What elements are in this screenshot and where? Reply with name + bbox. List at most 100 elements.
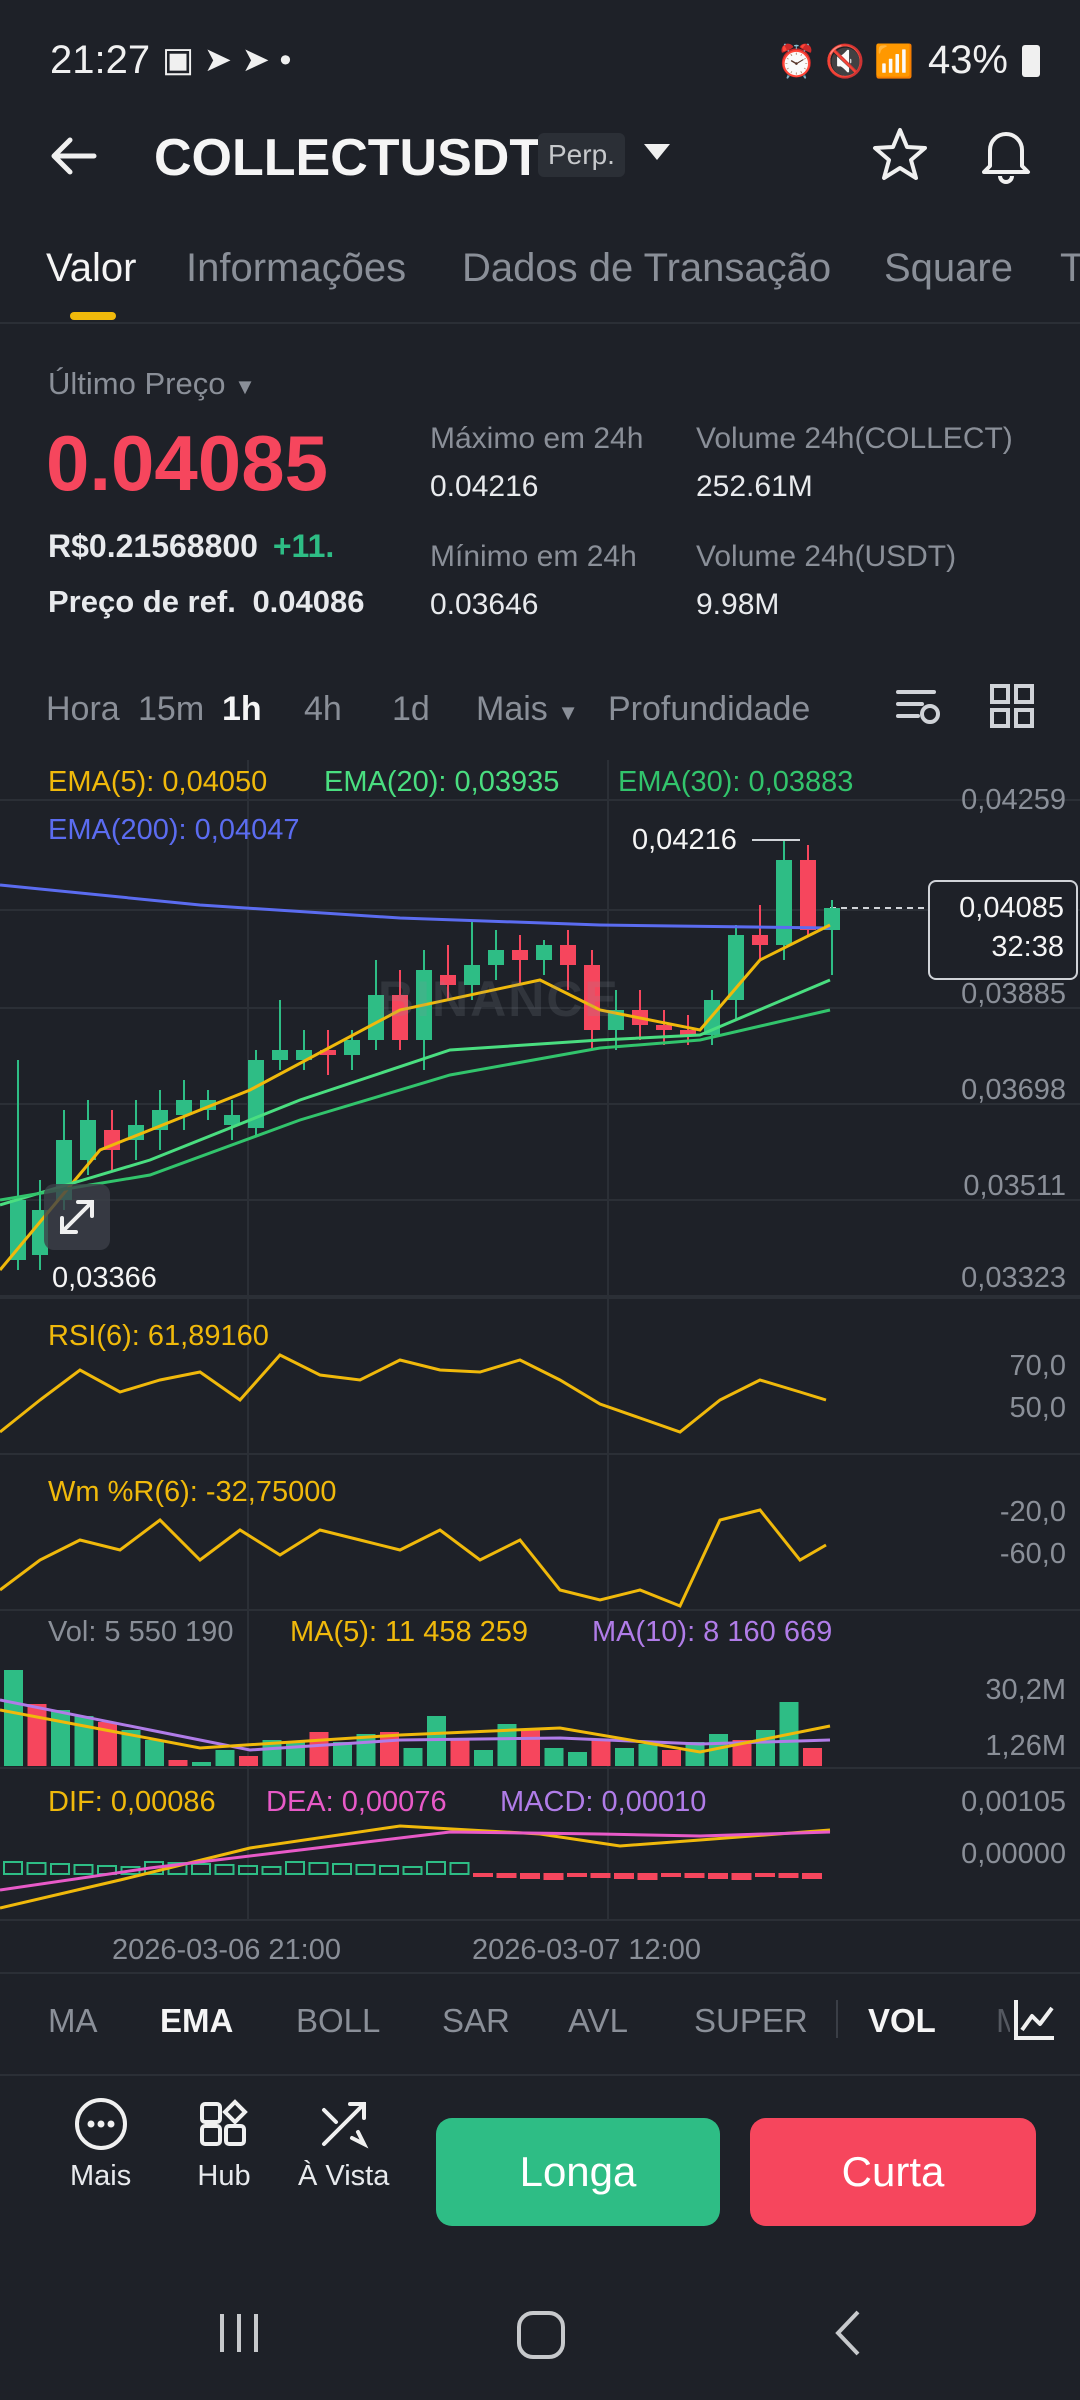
volume-bar bbox=[168, 1760, 188, 1766]
status-right: ⏰ 🔇 📶 43% bbox=[777, 38, 1040, 83]
wmr-label: Wm %R(6): -32,75000 bbox=[48, 1476, 337, 1508]
ema30-line bbox=[0, 1008, 831, 1202]
macd-bar bbox=[238, 1865, 258, 1875]
vol-ma10-label: MA(10): 8 160 669 bbox=[592, 1616, 833, 1648]
interval-15m[interactable]: 15m bbox=[138, 690, 205, 728]
favorite-star-icon[interactable] bbox=[870, 124, 930, 189]
rsi-label: RSI(6): 61,89160 bbox=[48, 1320, 269, 1352]
home-icon[interactable] bbox=[514, 2308, 568, 2367]
ref-price-value: 0.04086 bbox=[252, 584, 365, 619]
last-price-label-row[interactable]: Último Preço ▼ bbox=[48, 366, 256, 402]
interval-depth[interactable]: Profundidade bbox=[608, 690, 811, 728]
ema5-label: EMA(5): 0,04050 bbox=[48, 766, 268, 798]
more-action[interactable]: Mais bbox=[70, 2096, 131, 2193]
price-axis-label: 0,04259 bbox=[961, 784, 1066, 816]
macd-bar bbox=[614, 1873, 634, 1879]
ind-tab-ema[interactable]: EMA bbox=[160, 2002, 234, 2039]
macd-bar bbox=[332, 1863, 352, 1875]
chart-settings-icon[interactable] bbox=[894, 682, 942, 735]
price-chart[interactable] bbox=[0, 750, 1080, 1972]
macd-label: MACD: 0,00010 bbox=[500, 1786, 707, 1818]
ema20-line bbox=[0, 978, 831, 1207]
back-arrow-icon[interactable] bbox=[44, 126, 104, 186]
interval-hora[interactable]: Hora bbox=[46, 690, 120, 728]
volume-bar bbox=[474, 1750, 493, 1766]
ind-tab-sar[interactable]: SAR bbox=[442, 2002, 510, 2039]
long-button[interactable]: Longa bbox=[436, 2118, 720, 2226]
watermark: BINANCE bbox=[378, 971, 620, 1027]
ind-tab-vol[interactable]: VOL bbox=[868, 2002, 936, 2039]
candle-body bbox=[296, 1050, 312, 1060]
tab-more[interactable]: T bbox=[1060, 246, 1080, 290]
volume-bar bbox=[192, 1762, 211, 1766]
macd-bar bbox=[755, 1873, 775, 1877]
fiat-price: R$0.21568800 bbox=[48, 528, 258, 564]
volume-bar bbox=[215, 1750, 235, 1766]
ind-tab-super[interactable]: SUPER bbox=[694, 2002, 808, 2039]
rsi-line bbox=[0, 1353, 827, 1434]
interval-more[interactable]: Mais ▼ bbox=[476, 690, 579, 729]
status-bar: 21:27 ▣ ➤ ➤ • ⏰ 🔇 📶 43% bbox=[0, 0, 1080, 120]
wmr-axis-label: -20,0 bbox=[999, 1496, 1066, 1528]
system-nav-bar bbox=[0, 2270, 1080, 2400]
bell-icon[interactable] bbox=[976, 122, 1036, 191]
candle-body bbox=[248, 1060, 264, 1128]
tab-informacoes[interactable]: Informações bbox=[186, 246, 407, 290]
tab-square[interactable]: Square bbox=[884, 246, 1013, 290]
symbol-title[interactable]: COLLECTUSDT bbox=[154, 129, 542, 187]
tab-valor[interactable]: Valor bbox=[46, 246, 137, 290]
recent-apps-icon[interactable] bbox=[214, 2308, 264, 2363]
candle-body bbox=[512, 950, 528, 960]
system-icons: ⏰ 🔇 📶 bbox=[776, 42, 914, 79]
macd-bar bbox=[496, 1873, 517, 1878]
symbol-dropdown-icon[interactable] bbox=[642, 140, 672, 169]
current-price-tag-price: 0,04085 bbox=[959, 892, 1064, 924]
hub-action[interactable]: Hub bbox=[196, 2096, 252, 2193]
caret-down-icon: ▼ bbox=[234, 374, 256, 399]
candle-body bbox=[560, 945, 576, 965]
ind-tab-avl[interactable]: AVL bbox=[568, 2002, 628, 2039]
ind-tab-boll[interactable]: BOLL bbox=[296, 2002, 381, 2039]
rsi-axis-label: 50,0 bbox=[1009, 1392, 1066, 1424]
notification-icons: ▣ ➤ ➤ • bbox=[162, 41, 292, 79]
back-nav-icon[interactable] bbox=[824, 2308, 874, 2363]
more-action-label: Mais bbox=[70, 2160, 132, 2192]
battery-icon bbox=[1022, 44, 1040, 77]
interval-4h[interactable]: 4h bbox=[304, 690, 342, 728]
volume-bar bbox=[497, 1724, 517, 1766]
candle-body bbox=[656, 1025, 672, 1030]
ind-tab-ma[interactable]: MA bbox=[48, 2002, 98, 2039]
candle-body bbox=[752, 935, 768, 945]
dif-line bbox=[0, 1824, 831, 1910]
macd-bar bbox=[778, 1873, 799, 1878]
candle-body bbox=[800, 860, 816, 930]
tab-dados-transacao[interactable]: Dados de Transação bbox=[462, 246, 832, 290]
volume-bar bbox=[685, 1742, 705, 1766]
interval-more-label: Mais bbox=[476, 690, 548, 728]
candle-body bbox=[536, 945, 552, 960]
rsi-axis-label: 70,0 bbox=[1009, 1350, 1066, 1382]
spot-action[interactable]: À Vista bbox=[298, 2096, 389, 2193]
volume-bar bbox=[262, 1740, 282, 1766]
volume-bar bbox=[51, 1710, 70, 1766]
interval-1h[interactable]: 1h bbox=[222, 690, 262, 728]
candle-body bbox=[10, 1200, 26, 1260]
macd-bar bbox=[802, 1873, 822, 1879]
high-marker-label: 0,04216 bbox=[632, 824, 737, 856]
dea-line bbox=[0, 1830, 831, 1892]
interval-1d[interactable]: 1d bbox=[392, 690, 430, 728]
dea-label: DEA: 0,00076 bbox=[266, 1786, 447, 1818]
grid-layout-icon[interactable] bbox=[988, 682, 1036, 735]
volume-bar bbox=[732, 1740, 752, 1766]
battery-level: 43% bbox=[927, 38, 1008, 82]
short-button[interactable]: Curta bbox=[750, 2118, 1036, 2226]
macd-bar bbox=[567, 1873, 587, 1877]
low-marker-label: 0,03366 bbox=[52, 1262, 157, 1294]
macd-bar bbox=[355, 1864, 376, 1875]
expand-chart-icon[interactable] bbox=[44, 1184, 110, 1250]
price-axis-label: 0,03698 bbox=[961, 1074, 1066, 1106]
vol-coin-value: 252.61M bbox=[696, 470, 813, 503]
indicator-chart-icon[interactable] bbox=[1010, 1994, 1060, 2049]
high-24h-value: 0.04216 bbox=[430, 470, 539, 503]
macd-bar bbox=[426, 1861, 446, 1875]
